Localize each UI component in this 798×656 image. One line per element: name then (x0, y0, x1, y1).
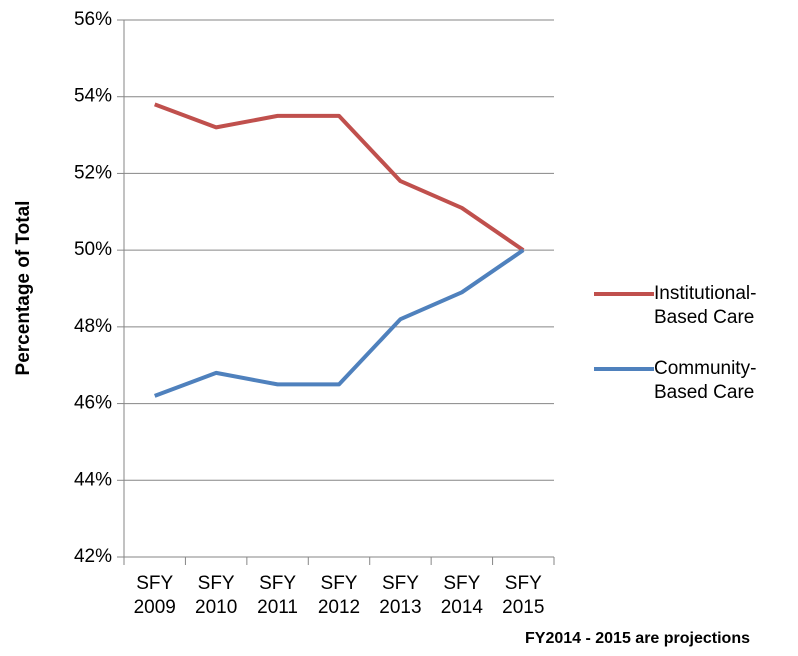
note: FY2014 - 2015 are projections (525, 630, 750, 647)
x-tick-label: SFY 2011 (257, 573, 298, 618)
y-tick-label: 46% (74, 393, 112, 414)
series-line (154, 102, 525, 252)
legend-label: Institutional-Based Care (654, 283, 757, 328)
y-tick-label: 56% (74, 9, 112, 30)
y-tick-label: 54% (74, 86, 112, 107)
x-tick-label: SFY 2014 (440, 573, 483, 618)
legend-label: Community-Based Care (654, 358, 757, 403)
x-tick-label: SFY 2015 (502, 573, 545, 618)
y-tick-label: 52% (74, 162, 112, 183)
y-tick-label: 42% (74, 546, 112, 567)
x-tick-label: SFY 2010 (195, 573, 238, 618)
x-tick-label: SFY 2012 (317, 573, 361, 618)
y-axis-label: Percentage of Total (13, 201, 34, 376)
y-tick-label: 44% (74, 469, 112, 490)
y-tick-label: 48% (74, 316, 112, 337)
x-tick-label: SFY 2009 (133, 573, 176, 618)
series-line (154, 248, 525, 398)
y-tick-label: 50% (74, 239, 112, 260)
x-tick-label: SFY 2013 (379, 573, 422, 618)
